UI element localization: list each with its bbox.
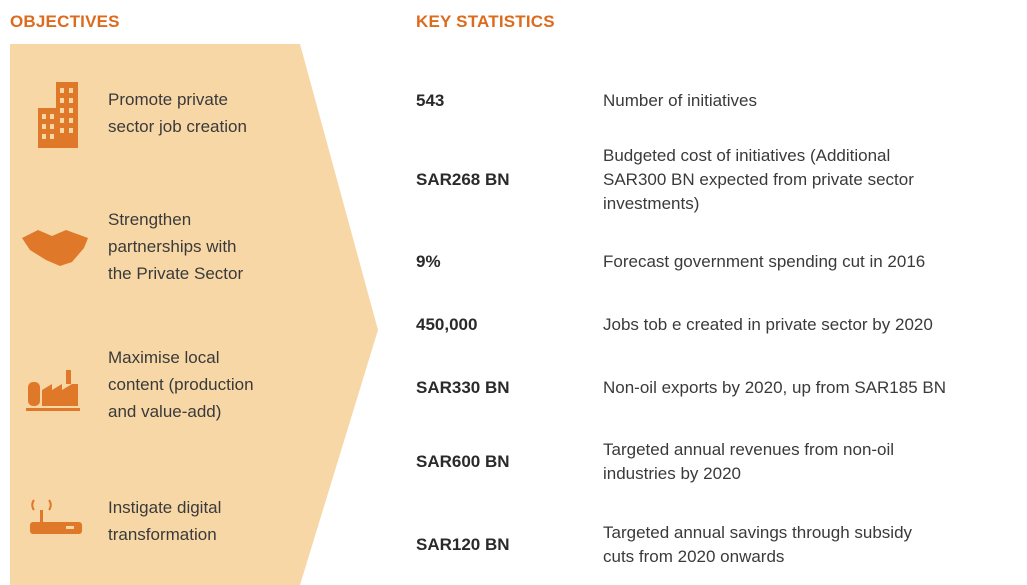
objective: Maximise local content (production and val… xyxy=(108,344,254,425)
stat-description: Non-oil exports by 2020, up from SAR185 … xyxy=(603,376,946,400)
building-icon xyxy=(38,82,78,148)
stat-description-line: Jobs tob e created in private sector by … xyxy=(603,315,933,334)
stat-description-line: SAR300 BN expected from private sector xyxy=(603,170,914,189)
factory-icon xyxy=(26,370,80,411)
objective-line: the Private Sector xyxy=(108,264,244,283)
objective-line: transformation xyxy=(108,525,217,544)
stat-description: Number of initiatives xyxy=(603,89,757,113)
arrow-panel xyxy=(10,44,378,585)
objectives-title: OBJECTIVES xyxy=(10,12,120,31)
stat-value: SAR120 BN xyxy=(416,535,510,554)
stat-value: SAR268 BN xyxy=(416,170,510,189)
objective-line: and value-add) xyxy=(108,402,222,421)
objective-line: partnerships with xyxy=(108,237,237,256)
stat-value: 450,000 xyxy=(416,315,478,334)
objective-line: Maximise local xyxy=(108,348,220,367)
stat-description: Targeted annual savings through subsidy c… xyxy=(603,521,912,569)
stat-value: 543 xyxy=(416,91,445,110)
stat-description: Budgeted cost of initiatives (Additional… xyxy=(603,144,914,216)
stat-description-line: Targeted annual revenues from non-oil xyxy=(603,440,895,459)
objective-line: sector job creation xyxy=(108,117,247,136)
stat-description-line: Budgeted cost of initiatives (Additional xyxy=(603,146,891,165)
stat-description-line: Forecast government spending cut in 2016 xyxy=(603,252,926,271)
objective: Instigate digital transformation xyxy=(108,494,221,548)
router-icon xyxy=(30,499,82,534)
stat-description-line: cuts from 2020 onwards xyxy=(603,547,785,566)
objective: Promote private sector job creation xyxy=(108,86,247,140)
stat-description: Targeted annual revenues from non-oil ind… xyxy=(603,438,894,486)
stat-description-line: Non-oil exports by 2020, up from SAR185 … xyxy=(603,378,947,397)
objective-line: content (production xyxy=(108,375,254,394)
stat-value: SAR600 BN xyxy=(416,452,510,471)
stat-description: Jobs tob e created in private sector by … xyxy=(603,313,933,337)
stat-description-line: industries by 2020 xyxy=(603,464,741,483)
stat-description-line: investments) xyxy=(603,194,700,213)
statistics-title: KEY STATISTICS xyxy=(416,12,555,31)
handshake-icon xyxy=(22,230,88,266)
stat-description: Forecast government spending cut in 2016 xyxy=(603,250,925,274)
objective-line: Strengthen xyxy=(108,210,192,229)
stat-value: 9% xyxy=(416,252,441,271)
stat-value: SAR330 BN xyxy=(416,378,510,397)
objective-line: Instigate digital xyxy=(108,498,222,517)
objective: Strengthen partnerships with the Private S… xyxy=(108,206,243,287)
stat-description-line: Targeted annual savings through subsidy xyxy=(603,523,913,542)
objective-line: Promote private xyxy=(108,90,228,109)
stat-description-line: Number of initiatives xyxy=(603,91,758,110)
